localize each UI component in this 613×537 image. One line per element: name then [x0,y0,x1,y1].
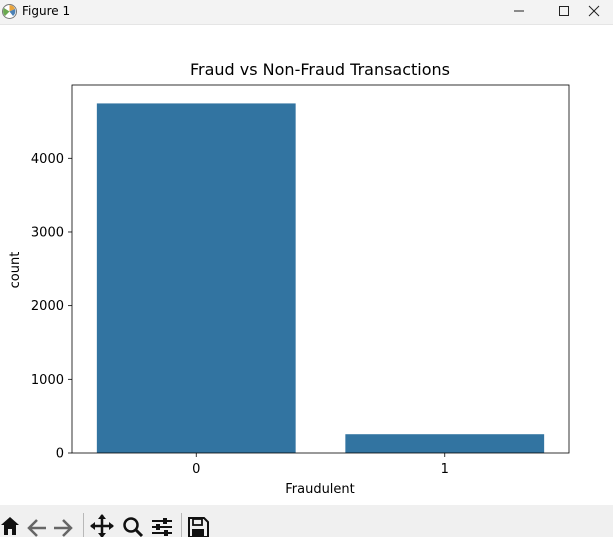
figure-canvas[interactable]: Fraud vs Non-Fraud Transactions 0 1000 200… [0,25,613,505]
configure-subplots-icon [152,518,172,536]
maximize-button[interactable] [544,0,584,22]
minimize-icon [514,10,524,12]
toolbar-separator [83,513,84,537]
y-axis-label: count [8,252,23,289]
window-title: Figure 1 [22,4,71,18]
bar-chart: Fraud vs Non-Fraud Transactions 0 1000 200… [8,60,570,497]
navigation-toolbar [0,505,613,537]
x-tick-label: 0 [192,462,200,477]
x-axis-label: Fraudulent [285,482,355,497]
bar-0 [96,103,296,453]
axes-frame [71,84,570,454]
toolbar-separator [181,513,182,537]
x-tick-label: 1 [441,462,449,477]
pan-move-icon [90,514,114,537]
zoom-button[interactable] [121,511,145,537]
forward-button[interactable] [52,511,74,537]
window-title-bar: Figure 1 [0,0,613,25]
y-tick-label: 2000 [31,299,64,314]
y-tick-label: 3000 [31,225,64,240]
configure-subplots-button[interactable] [150,511,174,537]
forward-arrow-icon [54,519,73,537]
maximize-icon [559,6,569,16]
y-tick-label: 4000 [31,152,64,167]
back-button[interactable] [26,511,48,537]
close-icon [588,5,600,17]
chart-title: Fraud vs Non-Fraud Transactions [190,60,450,79]
back-arrow-icon [27,519,46,537]
y-tick-label: 0 [56,447,64,462]
y-tick-label: 1000 [31,373,64,388]
pan-button[interactable] [90,511,114,537]
close-button[interactable] [580,0,613,22]
matplotlib-app-icon [2,4,17,19]
save-floppy-icon [188,517,209,537]
home-icon [1,517,19,535]
home-button[interactable] [0,511,20,537]
save-button[interactable] [187,511,209,537]
minimize-button[interactable] [499,0,539,22]
bar-1 [345,434,545,453]
zoom-magnifier-icon [123,517,144,537]
